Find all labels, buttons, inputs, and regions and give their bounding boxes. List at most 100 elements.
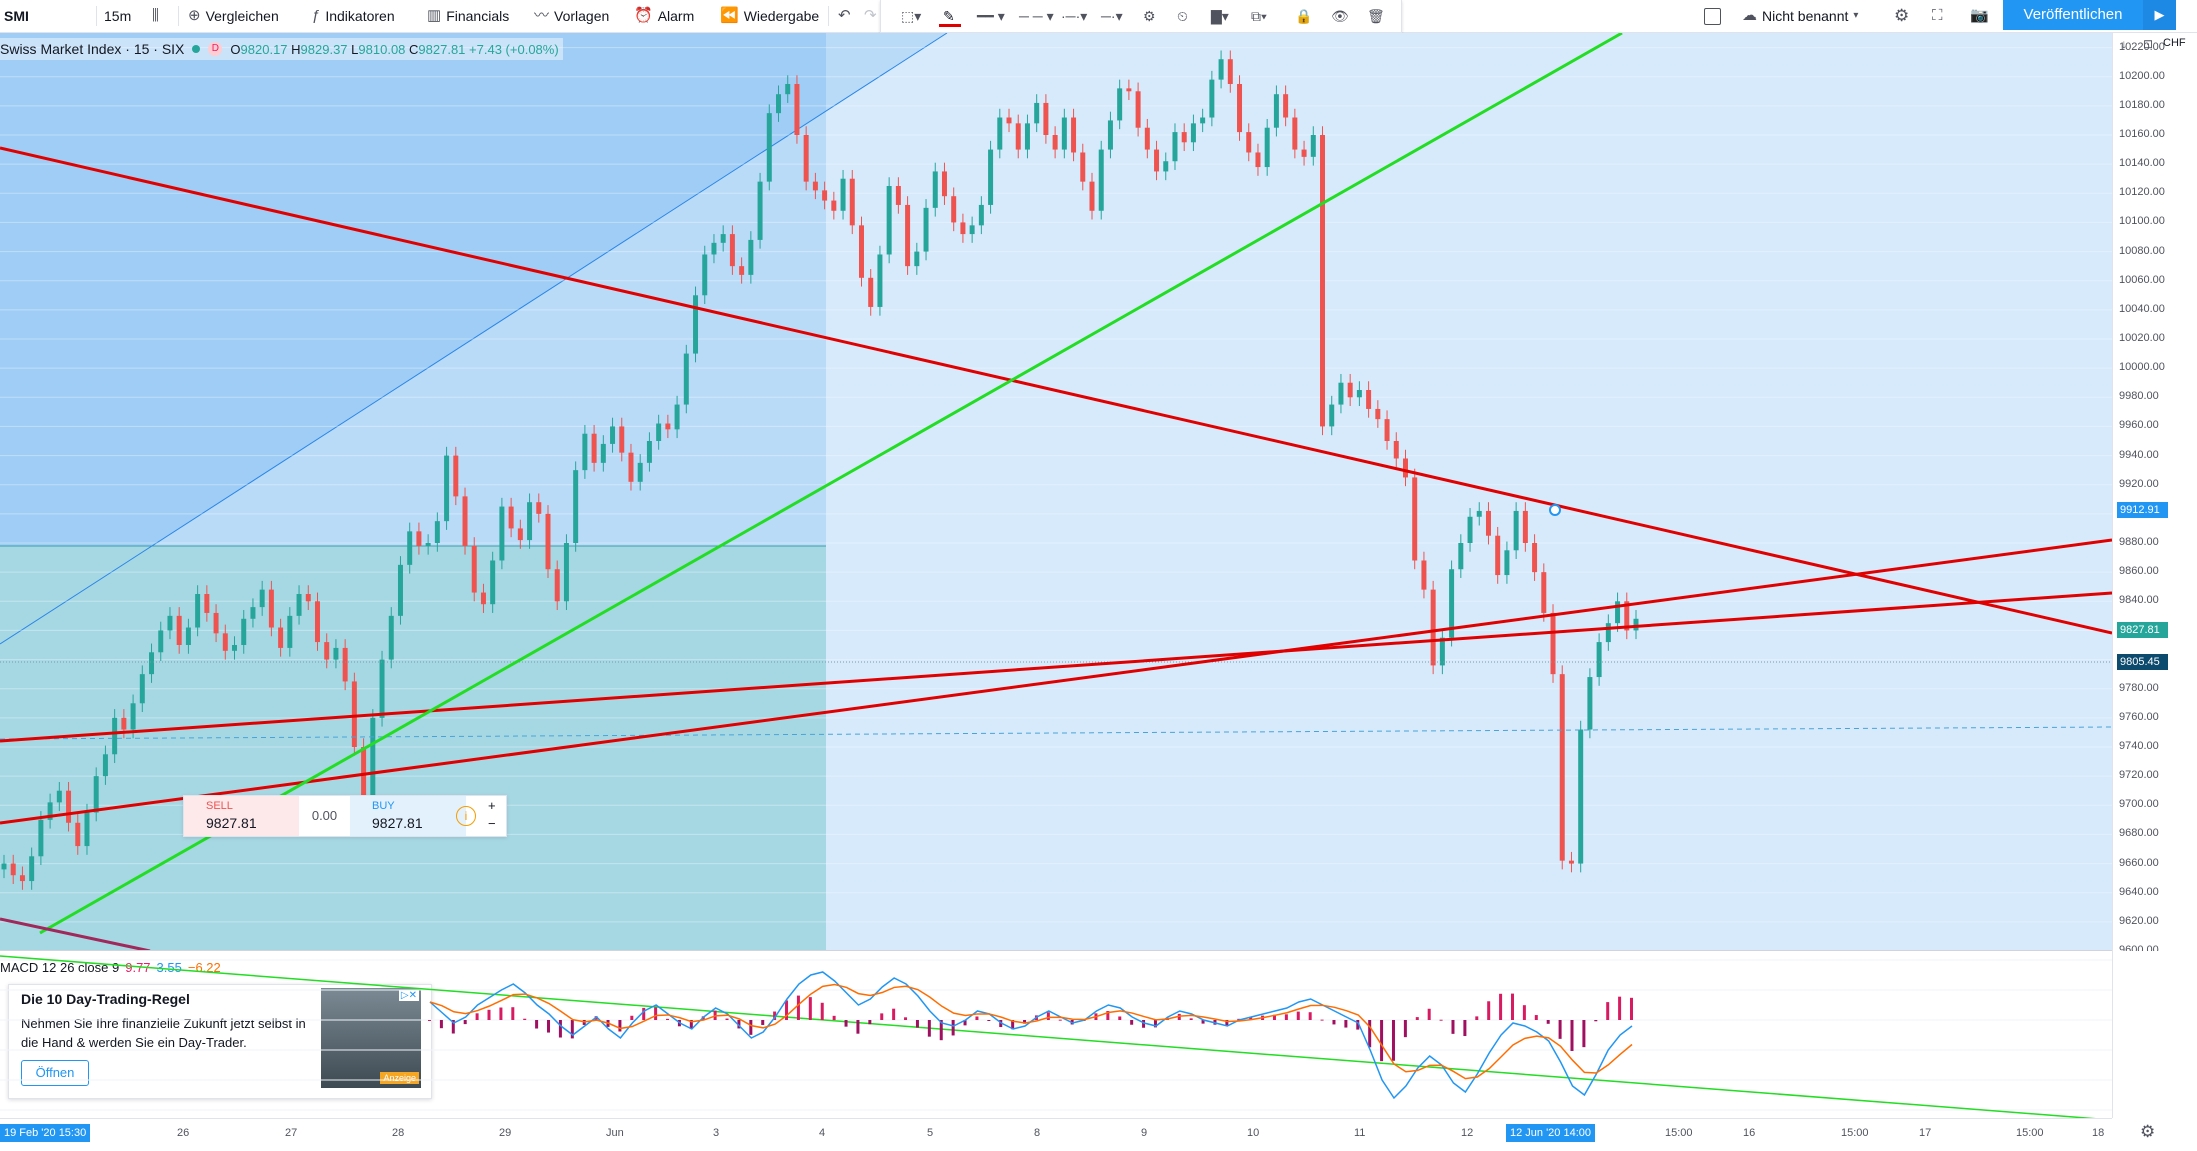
line-width-button[interactable]: ━━ ▾: [977, 0, 1005, 32]
candle-body: [822, 190, 828, 201]
line-color-button[interactable]: ✎: [939, 0, 961, 32]
templates-button[interactable]: 〰 Vorlagen: [534, 0, 609, 32]
macd-histogram-bar: [439, 1020, 443, 1029]
ad-close-icon[interactable]: ▷✕: [398, 990, 419, 1001]
line-style-button[interactable]: ─ ─ ▾: [1019, 0, 1054, 32]
macd-histogram-bar: [570, 1020, 574, 1039]
publish-play-button[interactable]: ▶: [2143, 0, 2176, 30]
macd-histogram-bar: [523, 1018, 527, 1020]
trendline-purple[interactable]: [0, 917, 151, 951]
price-tick-label: 10000.00: [2119, 361, 2165, 374]
trendline-red-upper[interactable]: [0, 591, 2112, 743]
line-start-button[interactable]: ·─·▾: [1061, 0, 1087, 32]
candle-body: [56, 790, 62, 803]
redo-button[interactable]: ↷: [864, 0, 877, 32]
candle-body: [877, 254, 883, 307]
trendline-green[interactable]: [39, 33, 1623, 935]
price-axis[interactable]: ↓ ⊡ CHF 10220.00 10200.00 10180.00 10160.00…: [2112, 33, 2197, 1115]
time-tick-label: 10: [1247, 1127, 1260, 1139]
ad-image[interactable]: ▷✕ Anzeige: [321, 988, 421, 1088]
delete-drawing-button[interactable]: 🗑: [1367, 0, 1385, 32]
macd-histogram-bar: [773, 1011, 777, 1020]
time-tick-label: Jun: [606, 1127, 624, 1139]
candle-body: [1421, 560, 1427, 590]
price-tick-label: 10080.00: [2119, 244, 2165, 257]
candle-body: [527, 502, 533, 541]
candle-body: [10, 863, 16, 876]
alert-label: Alarm: [657, 8, 695, 24]
replay-label: Wiedergabe: [743, 8, 820, 24]
macd-trendline[interactable]: [0, 955, 2112, 1118]
indicators-button[interactable]: ƒ Indikatoren: [312, 0, 395, 32]
financials-label: Financials: [446, 8, 510, 24]
publish-button[interactable]: Veröffentlichen: [2003, 0, 2143, 30]
replay-button[interactable]: ⏪ Wiedergabe: [720, 0, 819, 32]
ad-open-button[interactable]: Öffnen: [21, 1060, 89, 1086]
buy-button[interactable]: BUY 9827.81: [350, 796, 466, 836]
candle-body: [499, 506, 505, 561]
minus-icon[interactable]: −: [488, 816, 496, 831]
undo-button[interactable]: ↶: [838, 0, 851, 32]
macd-histogram-bar: [547, 1020, 551, 1033]
price-tick-label: 9700.00: [2119, 798, 2159, 811]
bar-chart-icon: ▥: [427, 7, 442, 24]
macd-pane[interactable]: [0, 952, 2112, 1118]
visibility-button[interactable]: 👁: [1331, 0, 1349, 32]
scroll-down-icon[interactable]: ↓: [2121, 37, 2127, 51]
time-axis[interactable]: 26 27 28 29 Jun 3 4 5 8 9 10 11 12 15:00 16 15:00 17 15:0…: [0, 1118, 2112, 1151]
layout-name-button[interactable]: ☁ Nicht benannt ▾: [1742, 0, 1858, 32]
compare-button[interactable]: ⊕ Vergleichen: [188, 0, 279, 32]
clone-button[interactable]: ⧉▾: [1251, 0, 1267, 32]
trendline-anchor-handle[interactable]: [1549, 504, 1561, 516]
interval-button[interactable]: 15m: [104, 0, 131, 32]
time-tick-label: 17: [1919, 1127, 1932, 1139]
candle-body: [1522, 510, 1528, 543]
candle-body: [1541, 572, 1547, 613]
candle-body: [1504, 550, 1510, 576]
candle-body: [112, 717, 118, 755]
chart-style-button[interactable]: ⫼: [152, 0, 159, 32]
candle-body: [683, 353, 689, 405]
templates-drawing-button[interactable]: ▇▾: [1211, 0, 1229, 32]
candle-body: [278, 627, 284, 648]
drawing-settings-button[interactable]: ⚙: [1143, 0, 1156, 32]
candle-body: [702, 254, 708, 296]
select-tool-button[interactable]: ⬚▾: [901, 0, 921, 32]
line-style-icon: ─ ─ ▾: [1019, 8, 1054, 24]
candle-body: [1227, 59, 1233, 84]
gear-icon[interactable]: ⚙: [2140, 1122, 2156, 1141]
macd-histogram-bar: [975, 1016, 979, 1020]
info-icon[interactable]: i: [456, 806, 476, 826]
sell-button[interactable]: SELL 9827.81: [184, 796, 299, 836]
drawing-toolbar: ⬚▾ ✎ ━━ ▾ ─ ─ ▾ ·─·▾ ─·▾ ⚙ ⏲ ▇▾ ⧉▾ 🔒 👁 🗑: [880, 0, 1402, 33]
line-end-button[interactable]: ─·▾: [1101, 0, 1123, 32]
financials-button[interactable]: ▥ Financials: [427, 0, 509, 32]
trendline-red-down[interactable]: [0, 146, 2112, 635]
line-end-icon: ─·▾: [1101, 8, 1123, 24]
snapshot-button[interactable]: 📷: [1970, 0, 1989, 32]
alert-on-drawing-button[interactable]: ⏲: [1177, 0, 1188, 32]
symbol-search-button[interactable]: SMI: [4, 0, 29, 32]
fullscreen-button[interactable]: ⛶: [1932, 0, 1943, 32]
chart-pane[interactable]: Swiss Market Index · 15 · SIX D O9820.17…: [0, 33, 2112, 975]
stack-icon: ▇▾: [1211, 8, 1229, 24]
trendline-red-lower[interactable]: [0, 538, 2112, 825]
change-value: +7.43 (+0.08%): [469, 41, 559, 57]
price-tick-label: 10120.00: [2119, 186, 2165, 199]
plus-icon[interactable]: +: [488, 798, 496, 813]
candle-body: [1163, 161, 1169, 172]
candle-body: [1218, 59, 1224, 80]
lock-button[interactable]: 🔒: [1295, 0, 1312, 32]
candle-body: [1550, 612, 1556, 675]
symbol-legend: Swiss Market Index · 15 · SIX D O9820.17…: [0, 38, 563, 60]
candle-body: [296, 594, 302, 616]
candle-body: [1329, 404, 1335, 427]
scale-icon[interactable]: ⊡: [2143, 37, 2154, 51]
candle-body: [960, 222, 966, 235]
last-price-tag: 9827.81: [2117, 622, 2168, 638]
alert-button[interactable]: ⏰ Alarm: [634, 0, 694, 32]
candle-body: [158, 630, 164, 653]
alert-icon: ⏲: [1177, 8, 1188, 24]
settings-button[interactable]: ⚙: [1894, 0, 1909, 32]
fullscreen-toggle-button[interactable]: [1704, 0, 1721, 32]
